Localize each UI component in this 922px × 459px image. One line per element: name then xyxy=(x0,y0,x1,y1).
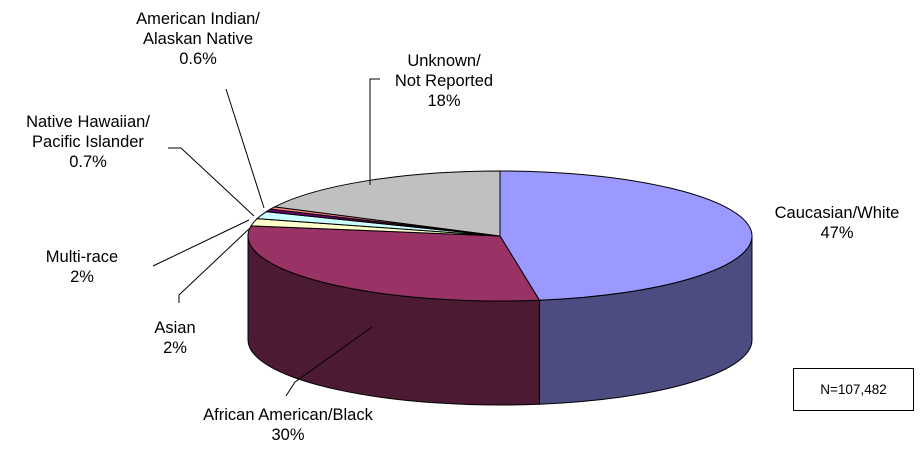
label-caucasian-white: Caucasian/White 47% xyxy=(775,204,900,242)
leader-asian xyxy=(178,227,251,303)
leader-african-american-black xyxy=(285,326,373,397)
label-line: African American/Black xyxy=(203,406,373,424)
label-line: Alaskan Native xyxy=(143,30,253,48)
label-line: 2% xyxy=(163,339,187,357)
label-line: 2% xyxy=(70,268,94,286)
label-line: 30% xyxy=(271,426,304,444)
label-line: 47% xyxy=(820,224,853,242)
label-line: Pacific Islander xyxy=(32,133,144,151)
label-line: American Indian/ xyxy=(136,10,260,28)
label-line: Caucasian/White xyxy=(775,204,900,222)
label-line: Unknown/ xyxy=(407,52,481,70)
pie-sides xyxy=(247,235,753,406)
sample-size-box: N=107,482 xyxy=(793,368,914,411)
slice-labels: Caucasian/White 47% African American/Black… xyxy=(26,10,899,444)
label-unknown: Unknown/Not Reported 18% xyxy=(395,52,493,110)
label-multi-race: Multi-race 2% xyxy=(46,248,118,286)
leader-lines xyxy=(152,78,380,397)
label-american-indian: American Indian/Alaskan Native 0.6% xyxy=(136,10,260,68)
label-native-hawaiian: Native Hawaiian/Pacific Islander 0.7% xyxy=(26,113,150,171)
label-african-american-black: African American/Black 30% xyxy=(203,406,373,444)
sample-size-text: N=107,482 xyxy=(820,382,887,397)
label-line: Native Hawaiian/ xyxy=(26,113,150,131)
slice-unknown xyxy=(273,170,501,237)
leader-unknown xyxy=(369,78,380,185)
label-asian: Asian 2% xyxy=(154,319,195,357)
label-line: Not Reported xyxy=(395,72,493,90)
label-line: Asian xyxy=(154,319,195,337)
label-line: 0.6% xyxy=(179,50,217,68)
leader-american-indian xyxy=(225,88,265,209)
leader-native-hawaiian xyxy=(168,147,255,217)
label-line: Multi-race xyxy=(46,248,118,266)
leader-multi-race xyxy=(152,219,250,267)
label-line: 18% xyxy=(427,92,460,110)
label-line: 0.7% xyxy=(69,153,107,171)
pie-tops xyxy=(247,170,753,302)
slice-african-american-black xyxy=(247,225,541,302)
slice-caucasian-white xyxy=(499,170,753,301)
